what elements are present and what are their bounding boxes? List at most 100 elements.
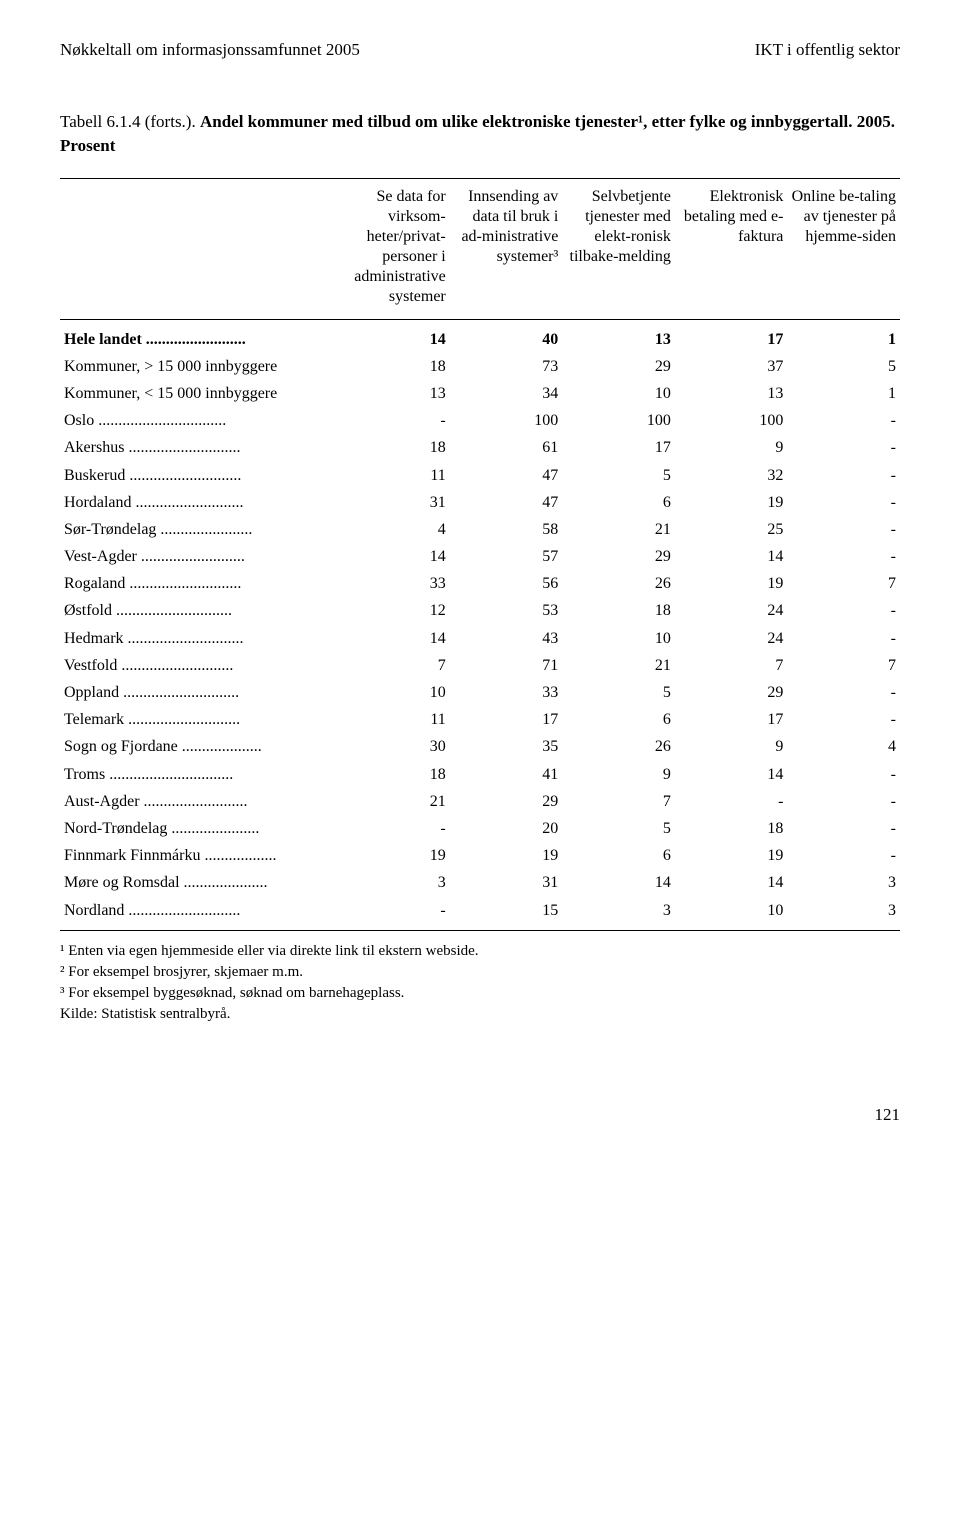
table-header-row: Se data for virksom-heter/privat-persone… xyxy=(60,178,900,319)
cell-value: 7 xyxy=(787,570,900,597)
cell-value: - xyxy=(787,597,900,624)
cell-value: - xyxy=(337,815,450,842)
cell-value: 17 xyxy=(562,434,675,461)
cell-value: 7 xyxy=(337,652,450,679)
table-row: Akershus ............................186… xyxy=(60,434,900,461)
row-label: Hordaland ........................... xyxy=(60,489,337,516)
cell-value: - xyxy=(787,516,900,543)
col-header: Selvbetjente tjenester med elekt-ronisk … xyxy=(562,178,675,319)
cell-value: 1 xyxy=(787,380,900,407)
cell-value: 5 xyxy=(787,353,900,380)
cell-value: 7 xyxy=(675,652,788,679)
cell-value: 13 xyxy=(337,380,450,407)
cell-value: 1 xyxy=(787,319,900,353)
cell-value: 14 xyxy=(337,543,450,570)
cell-value: 58 xyxy=(450,516,563,543)
cell-value: 4 xyxy=(337,516,450,543)
table-row: Kommuner, < 15 000 innbyggere133410131 xyxy=(60,380,900,407)
cell-value: 47 xyxy=(450,489,563,516)
cell-value: 10 xyxy=(675,897,788,931)
cell-value: - xyxy=(787,679,900,706)
cell-value: 5 xyxy=(562,679,675,706)
cell-value: 10 xyxy=(337,679,450,706)
col-header: Elektronisk betaling med e-faktura xyxy=(675,178,788,319)
table-row: Troms ...............................184… xyxy=(60,761,900,788)
cell-value: - xyxy=(337,897,450,931)
cell-value: - xyxy=(787,407,900,434)
table-row: Kommuner, > 15 000 innbyggere187329375 xyxy=(60,353,900,380)
cell-value: - xyxy=(337,407,450,434)
row-label: Rogaland ............................ xyxy=(60,570,337,597)
table-row: Telemark ............................111… xyxy=(60,706,900,733)
cell-value: 5 xyxy=(562,462,675,489)
row-label: Telemark ............................ xyxy=(60,706,337,733)
cell-value: 11 xyxy=(337,462,450,489)
cell-value: 7 xyxy=(787,652,900,679)
table-row: Nordland ............................-15… xyxy=(60,897,900,931)
cell-value: 100 xyxy=(675,407,788,434)
cell-value: 29 xyxy=(675,679,788,706)
cell-value: 14 xyxy=(675,869,788,896)
cell-value: 31 xyxy=(450,869,563,896)
table-row: Finnmark Finnmárku ..................191… xyxy=(60,842,900,869)
row-label: Troms ............................... xyxy=(60,761,337,788)
table-row: Hedmark .............................144… xyxy=(60,625,900,652)
cell-value: 26 xyxy=(562,733,675,760)
row-label: Møre og Romsdal ..................... xyxy=(60,869,337,896)
cell-value: 13 xyxy=(675,380,788,407)
cell-value: 33 xyxy=(337,570,450,597)
cell-value: - xyxy=(787,543,900,570)
row-label: Kommuner, > 15 000 innbyggere xyxy=(60,353,337,380)
header-left: Nøkkeltall om informasjonssamfunnet 2005 xyxy=(60,40,360,60)
cell-value: 100 xyxy=(562,407,675,434)
cell-value: 18 xyxy=(675,815,788,842)
cell-value: 53 xyxy=(450,597,563,624)
cell-value: 3 xyxy=(562,897,675,931)
cell-value: 17 xyxy=(675,706,788,733)
cell-value: 32 xyxy=(675,462,788,489)
cell-value: 30 xyxy=(337,733,450,760)
table-row: Østfold .............................125… xyxy=(60,597,900,624)
cell-value: 11 xyxy=(337,706,450,733)
cell-value: 4 xyxy=(787,733,900,760)
cell-value: - xyxy=(787,761,900,788)
cell-value: 73 xyxy=(450,353,563,380)
cell-value: 57 xyxy=(450,543,563,570)
row-label: Oslo ................................ xyxy=(60,407,337,434)
cell-value: 6 xyxy=(562,842,675,869)
footnote: ² For eksempel brosjyrer, skjemaer m.m. xyxy=(60,962,900,983)
row-label: Hele landet ......................... xyxy=(60,319,337,353)
cell-value: - xyxy=(787,462,900,489)
table-row: Sør-Trøndelag .......................458… xyxy=(60,516,900,543)
cell-value: 35 xyxy=(450,733,563,760)
cell-value: - xyxy=(787,434,900,461)
cell-value: - xyxy=(787,706,900,733)
cell-value: 18 xyxy=(562,597,675,624)
cell-value: 37 xyxy=(675,353,788,380)
cell-value: 9 xyxy=(562,761,675,788)
cell-value: 18 xyxy=(337,761,450,788)
table-row: Vest-Agder ..........................145… xyxy=(60,543,900,570)
cell-value: - xyxy=(787,625,900,652)
cell-value: 17 xyxy=(450,706,563,733)
cell-value: 25 xyxy=(675,516,788,543)
row-label: Vestfold ............................ xyxy=(60,652,337,679)
cell-value: - xyxy=(787,815,900,842)
cell-value: 18 xyxy=(337,434,450,461)
cell-value: 43 xyxy=(450,625,563,652)
cell-value: 14 xyxy=(675,543,788,570)
cell-value: - xyxy=(675,788,788,815)
cell-value: 9 xyxy=(675,733,788,760)
footnotes: ¹ Enten via egen hjemmeside eller via di… xyxy=(60,941,900,1025)
row-label: Finnmark Finnmárku .................. xyxy=(60,842,337,869)
cell-value: 24 xyxy=(675,597,788,624)
row-label: Oppland ............................. xyxy=(60,679,337,706)
cell-value: 24 xyxy=(675,625,788,652)
cell-value: 15 xyxy=(450,897,563,931)
col-header: Innsending av data til bruk i ad-ministr… xyxy=(450,178,563,319)
cell-value: 40 xyxy=(450,319,563,353)
table-row: Oslo ................................-10… xyxy=(60,407,900,434)
cell-value: 18 xyxy=(337,353,450,380)
cell-value: 19 xyxy=(675,842,788,869)
page-number: 121 xyxy=(60,1105,900,1125)
